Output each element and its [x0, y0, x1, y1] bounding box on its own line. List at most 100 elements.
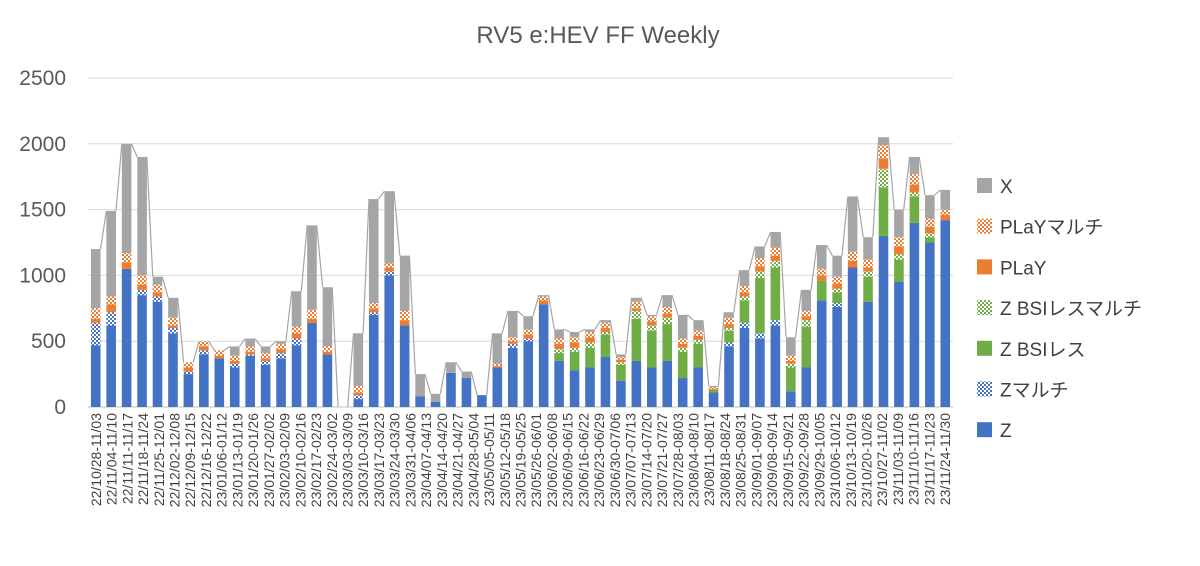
bar-segment [631, 318, 642, 361]
bar-segment [183, 371, 194, 375]
bar-segment [229, 355, 240, 361]
bar-segment [832, 288, 842, 293]
x-tick-label: 23/03/31-04/06 [402, 413, 418, 507]
bar-segment [693, 320, 703, 331]
bar-segment [940, 189, 951, 210]
bar-segment [523, 316, 534, 330]
bar-segment [816, 280, 827, 301]
bar-segment [708, 388, 719, 390]
bar-segment [878, 235, 889, 407]
bar-segment [878, 137, 889, 146]
bar-segment [739, 270, 750, 286]
series-line [270, 340, 277, 347]
bar-segment [925, 233, 935, 238]
bar-segment [816, 268, 827, 276]
bar-segment [677, 338, 688, 344]
x-tick-label: 23/02/17-02/23 [308, 413, 324, 507]
series-line [192, 341, 200, 363]
series-line [702, 320, 710, 386]
bar-segment [847, 260, 858, 268]
bar-segment [183, 374, 194, 407]
bar-segment [276, 343, 286, 350]
x-tick-label: 23/05/05-05/11 [481, 413, 497, 506]
bar-segment [647, 316, 657, 322]
bar-segment [786, 360, 796, 364]
series-line [825, 244, 833, 256]
x-tick-label: 23/05/19-05/25 [513, 413, 529, 507]
series-line [470, 371, 478, 396]
bar-segment [199, 350, 209, 355]
chart-title: RV5 e:HEV FF Weekly [476, 22, 719, 49]
series-line [795, 289, 803, 338]
series-line [532, 294, 540, 317]
bar-segment [616, 354, 626, 357]
x-tick-label: 23/01/06-01/12 [214, 413, 230, 507]
bar-segment [152, 276, 163, 285]
bar-segment [894, 237, 904, 247]
bar-segment [801, 310, 812, 317]
legend-label: Zマルチ [1000, 381, 1069, 402]
series-line [455, 361, 463, 372]
x-tick-label: 23/06/16-06/22 [575, 413, 591, 507]
y-tick-label: 500 [31, 330, 66, 353]
bar-segment [507, 341, 518, 344]
legend-label: PLaY [1000, 258, 1047, 279]
series-line [918, 156, 926, 196]
bar-segment [214, 355, 225, 359]
bar-segment [121, 253, 132, 263]
series-line [223, 345, 231, 351]
bar-segment [276, 341, 286, 344]
bar-segment [245, 351, 255, 355]
bar-segment [322, 287, 333, 347]
series-line [764, 231, 772, 247]
bar-segment [554, 360, 564, 407]
bar-segment [878, 168, 889, 188]
bar-segment [260, 364, 271, 407]
bar-segment [384, 275, 394, 407]
bar-segment [137, 289, 147, 296]
bar-segment [291, 326, 302, 334]
bar-segment [492, 333, 503, 364]
legend-swatch [977, 178, 992, 193]
bar-segment [693, 343, 703, 368]
x-tick-label: 23/03/24-03/30 [387, 413, 403, 507]
bar-segment [229, 360, 240, 364]
bar-segment [507, 337, 518, 342]
bar-segment [662, 317, 673, 325]
bar-segment [415, 374, 425, 397]
series-line [609, 320, 617, 355]
series-line [547, 295, 555, 330]
series-line [486, 333, 494, 396]
bar-segment [940, 214, 951, 221]
bar-segment [863, 276, 873, 302]
y-axis-ticks: 0 500 1000 1500 2000 2500 [19, 67, 66, 419]
bar-segment [399, 310, 410, 321]
series-line [779, 231, 787, 338]
x-tick-label: 23/07/07-07/13 [623, 413, 639, 507]
bar-segment [816, 275, 827, 281]
bar-segment [786, 363, 796, 368]
bar-segment [384, 191, 394, 264]
x-tick-label: 23/10/13-10/19 [843, 413, 859, 507]
bar-segment [276, 353, 286, 359]
series-line [579, 328, 586, 333]
bar-segment [662, 360, 673, 407]
bar-segment [755, 246, 765, 259]
bar-segment [724, 342, 734, 347]
series-line [300, 225, 308, 292]
bar-segment [647, 330, 657, 368]
x-tick-label: 23/05/12-05/18 [497, 413, 513, 507]
y-tick-label: 1000 [19, 264, 66, 287]
bar-segment [816, 245, 827, 269]
bar-segment [538, 304, 549, 407]
series-line [594, 319, 602, 330]
bar-segment [770, 267, 781, 321]
legend-swatch [977, 218, 992, 234]
bar-segment [847, 196, 858, 252]
series-line [285, 291, 293, 342]
bar-segment [724, 330, 734, 343]
bar-segment [368, 312, 379, 315]
bar-segment [554, 349, 564, 354]
x-tick-label: 22/11/11-11/17 [119, 413, 135, 504]
bar-segment [878, 145, 889, 159]
